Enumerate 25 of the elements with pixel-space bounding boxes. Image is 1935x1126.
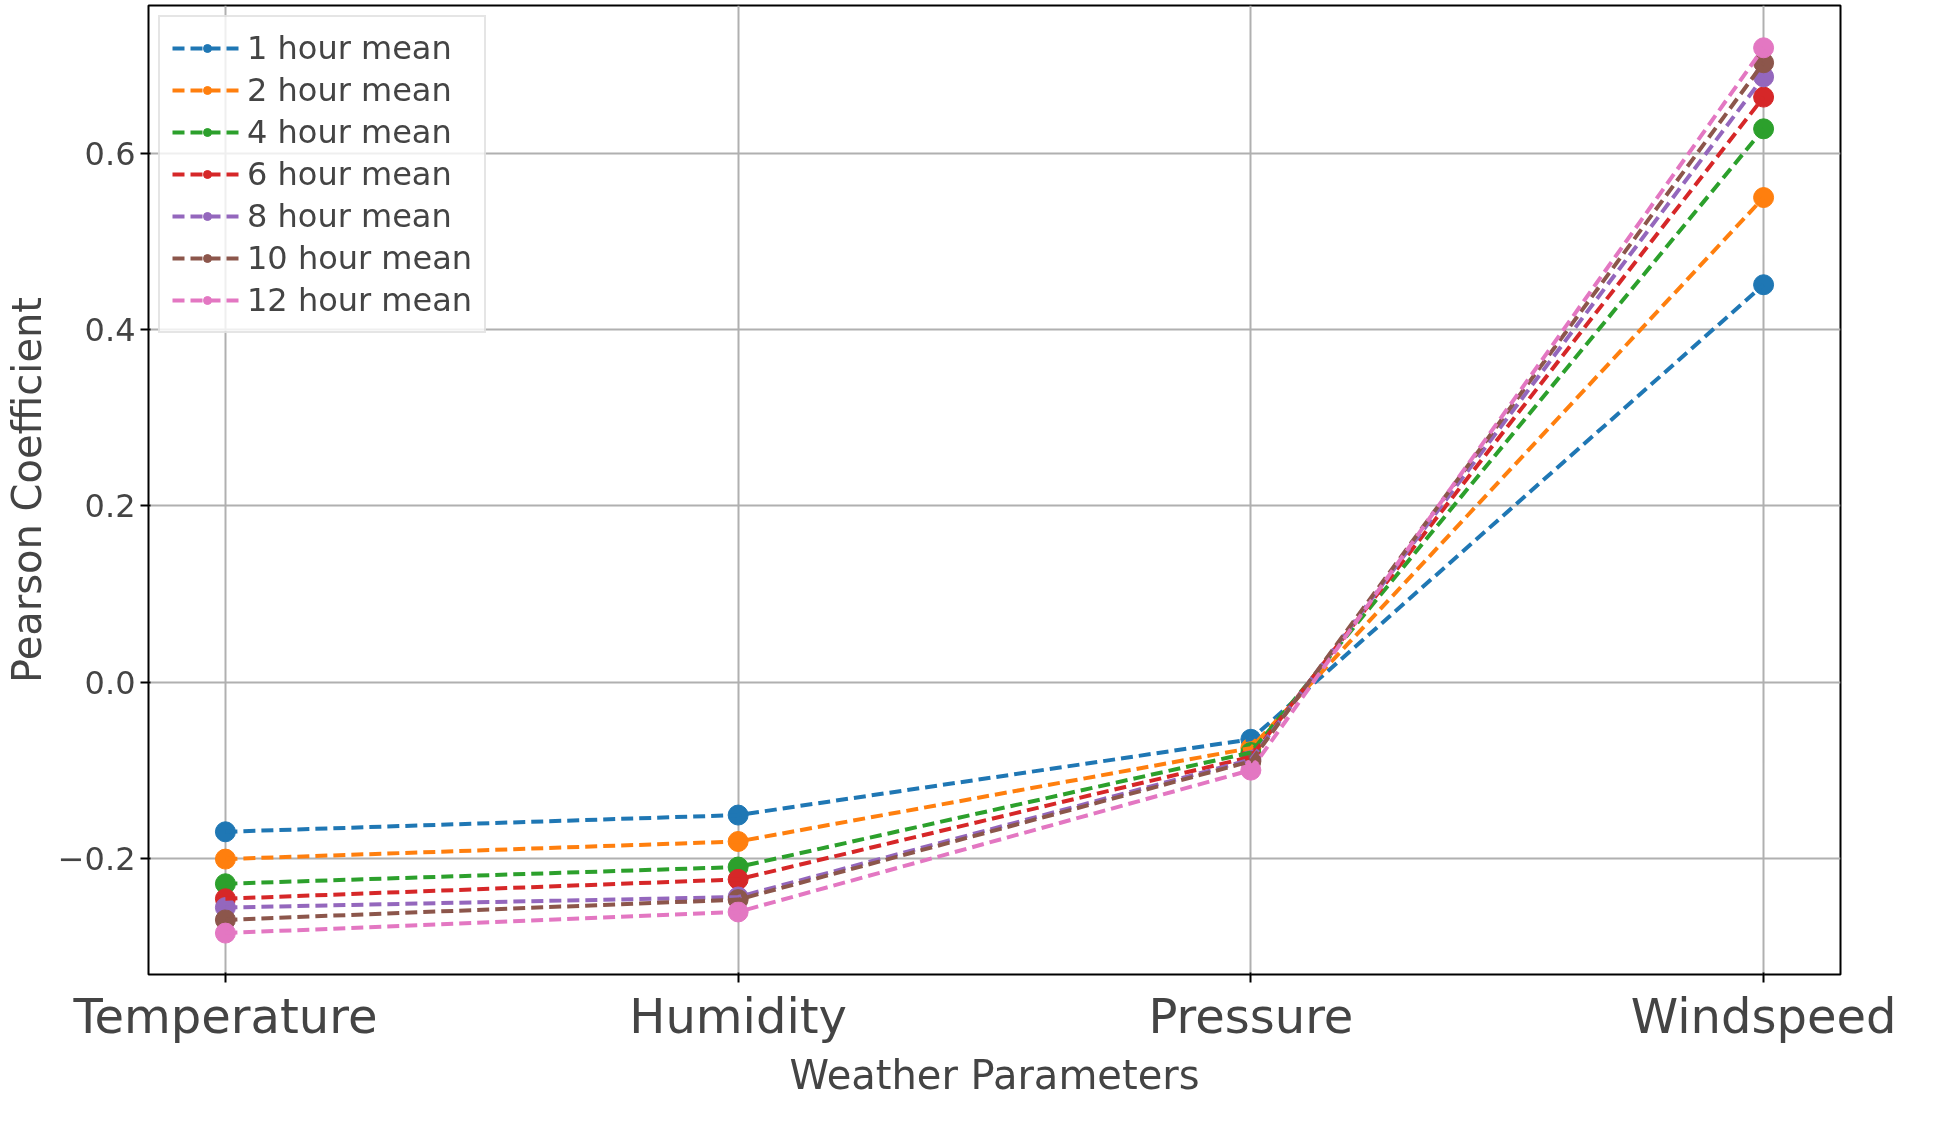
x-tick-label: Windspeed bbox=[1630, 987, 1897, 1044]
point bbox=[1753, 37, 1775, 59]
point bbox=[1753, 274, 1775, 296]
point bbox=[214, 848, 236, 870]
legend-label: 10 hour mean bbox=[247, 239, 473, 277]
y-tick-label: 0.0 bbox=[84, 663, 136, 702]
y-tick-label: −0.2 bbox=[57, 839, 136, 878]
y-axis-title: Pearson Coefficient bbox=[3, 296, 50, 684]
legend-label: 12 hour mean bbox=[247, 281, 473, 319]
point bbox=[214, 821, 236, 843]
legend-label: 8 hour mean bbox=[247, 197, 452, 235]
legend-label: 4 hour mean bbox=[247, 113, 452, 151]
point bbox=[1753, 86, 1775, 108]
legend-label: 6 hour mean bbox=[247, 155, 452, 193]
y-tick-label: 0.4 bbox=[84, 311, 136, 350]
x-tick-label: Temperature bbox=[72, 987, 378, 1044]
legend-label: 1 hour mean bbox=[247, 29, 452, 67]
legend-label: 2 hour mean bbox=[247, 71, 452, 109]
x-tick-label: Pressure bbox=[1148, 987, 1354, 1044]
x-axis-title: Weather Parameters bbox=[789, 1051, 1200, 1098]
y-tick-label: 0.2 bbox=[84, 487, 136, 526]
y-tick-label: 0.6 bbox=[84, 134, 136, 173]
point bbox=[1753, 118, 1775, 140]
point bbox=[1753, 187, 1775, 209]
x-tick-label: Humidity bbox=[629, 987, 847, 1044]
